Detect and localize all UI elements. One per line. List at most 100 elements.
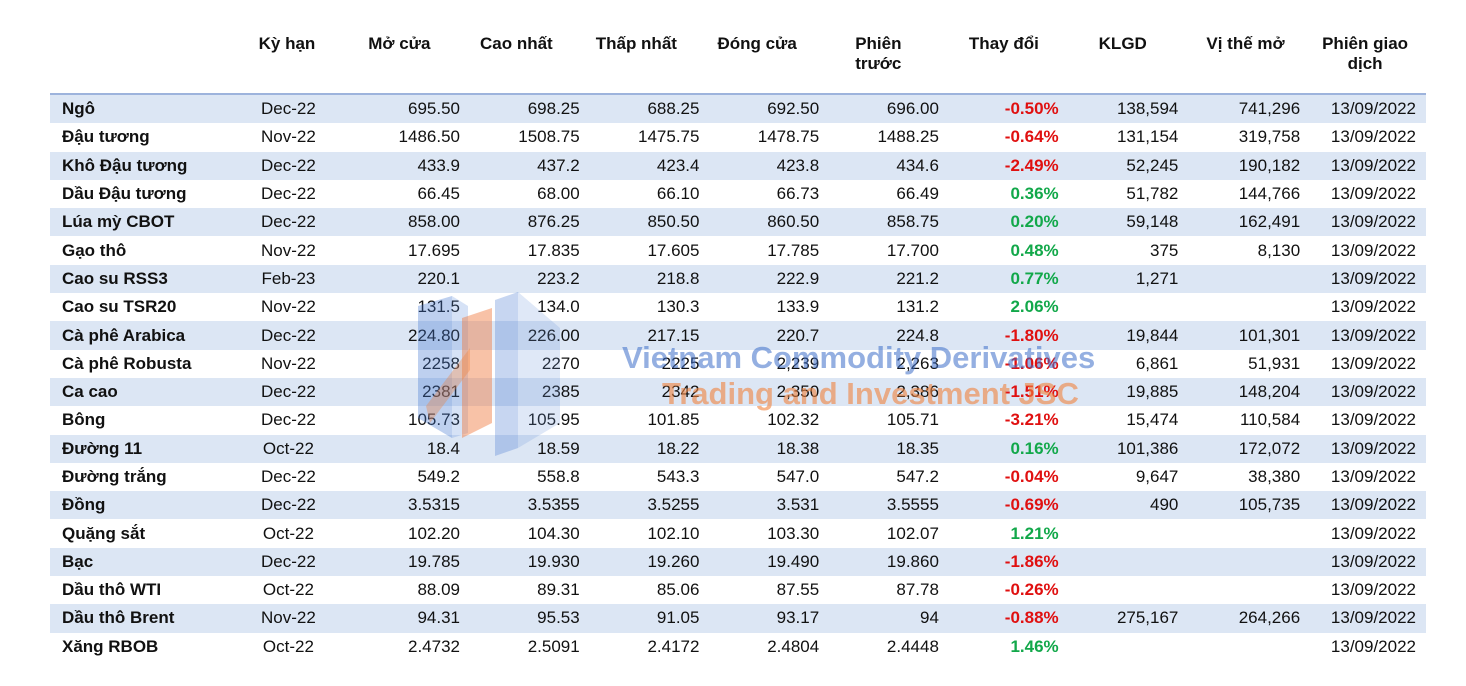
trading-volume-cell: 275,167	[1116, 608, 1179, 628]
previous-session-price-cell: 66.49	[896, 184, 939, 204]
change-percent-cell: 1.46%	[1010, 636, 1059, 656]
change-percent-cell: 0.48%	[1010, 240, 1059, 260]
table-row: Đậu tương Nov-22 1486.50 1508.75 1475.75 1478…	[50, 123, 1426, 151]
contract-term-cell: Nov-22	[261, 297, 316, 317]
change-percent-cell: -0.04%	[1004, 467, 1059, 486]
low-price-cell: 3.5255	[647, 495, 700, 515]
trading-volume-cell: 1,271	[1135, 268, 1179, 288]
open-price-cell: 66.45	[417, 184, 460, 204]
trading-volume-cell	[1063, 293, 1183, 321]
previous-session-price-cell: 105.71	[886, 410, 939, 430]
close-price-cell: 103.30	[767, 523, 820, 543]
contract-term-cell: Nov-22	[261, 353, 316, 373]
contract-term-cell: Dec-22	[261, 212, 316, 232]
change-percent-cell: 0.20%	[1010, 212, 1059, 232]
change-percent-cell: 2.06%	[1010, 297, 1059, 317]
commodity-name-cell: Dầu Đậu tương	[62, 184, 187, 204]
high-price-cell: 2.5091	[527, 636, 580, 656]
commodity-name-cell: Xăng RBOB	[62, 636, 159, 656]
table-row: Khô Đậu tương Dec-22 433.9 437.2 423.4 423.8 4…	[50, 151, 1426, 180]
trading-volume-cell: 15,474	[1126, 410, 1179, 430]
contract-term-cell: Dec-22	[261, 382, 316, 402]
previous-session-price-cell: 547.2	[896, 467, 939, 486]
high-price-cell: 134.0	[537, 297, 580, 317]
close-price-cell: 2,350	[776, 382, 820, 402]
change-percent-cell: 1.21%	[1010, 523, 1059, 543]
low-price-cell: 66.10	[656, 184, 700, 204]
open-price-cell: 19.785	[407, 551, 460, 571]
table-row: Dầu thô Brent Nov-22 94.31 95.53 91.05 93.17 9…	[50, 604, 1426, 633]
high-price-cell: 19.930	[527, 551, 580, 571]
commodity-name-cell: Lúa mỳ CBOT	[62, 212, 175, 232]
table-body: Ngô Dec-22 695.50 698.25 688.25 692.50 696.00 -…	[50, 94, 1426, 661]
high-price-cell: 68.00	[537, 184, 580, 204]
contract-term-cell: Nov-22	[261, 240, 316, 260]
open-price-cell: 1486.50	[398, 127, 460, 147]
change-percent-cell: -3.21%	[1004, 410, 1059, 430]
contract-term-cell: Oct-22	[262, 523, 314, 543]
high-price-cell: 876.25	[527, 212, 580, 232]
high-price-cell: 2270	[541, 353, 580, 373]
open-interest-cell	[1182, 633, 1304, 661]
low-price-cell: 2225	[661, 353, 700, 373]
previous-session-price-cell: 2,263	[896, 353, 939, 373]
open-price-cell: 131.5	[417, 297, 460, 317]
session-date-cell: 13/09/2022	[1330, 325, 1416, 345]
high-price-cell: 437.2	[537, 155, 580, 175]
low-price-cell: 101.85	[647, 410, 700, 430]
contract-term-cell: Dec-22	[261, 99, 316, 119]
low-price-cell: 218.8	[656, 268, 700, 288]
trading-volume-cell: 6,861	[1135, 353, 1179, 373]
open-interest-cell: 190,182	[1238, 155, 1301, 175]
close-price-cell: 860.50	[767, 212, 820, 232]
open-interest-cell: 148,204	[1238, 382, 1301, 402]
previous-session-price-cell: 1488.25	[877, 127, 939, 147]
commodity-name-cell: Quặng sắt	[62, 523, 146, 543]
low-price-cell: 130.3	[656, 297, 700, 317]
header-low: Thấp nhất	[595, 34, 677, 53]
change-percent-cell: 0.16%	[1010, 438, 1059, 458]
header-name	[50, 28, 233, 94]
open-price-cell: 2258	[422, 353, 460, 373]
low-price-cell: 217.15	[647, 325, 700, 345]
session-date-cell: 13/09/2022	[1330, 127, 1416, 147]
change-percent-cell: -0.88%	[1004, 608, 1059, 628]
low-price-cell: 1475.75	[638, 127, 700, 147]
previous-session-price-cell: 87.78	[896, 580, 939, 600]
previous-session-price-cell: 434.6	[896, 155, 939, 175]
session-date-cell: 13/09/2022	[1330, 523, 1416, 543]
change-percent-cell: -2.49%	[1004, 155, 1059, 175]
table-row: Gạo thô Nov-22 17.695 17.835 17.605 17.785 17.…	[50, 236, 1426, 264]
header-open-interest: Vị thế mở	[1206, 34, 1285, 53]
session-date-cell: 13/09/2022	[1330, 495, 1416, 515]
header-close: Đóng cửa	[717, 34, 797, 53]
previous-session-price-cell: 19.860	[886, 551, 939, 571]
session-date-cell: 13/09/2022	[1330, 240, 1416, 260]
low-price-cell: 850.50	[647, 212, 700, 232]
low-price-cell: 688.25	[647, 99, 700, 119]
previous-session-price-cell: 2,386	[896, 382, 939, 402]
trading-volume-cell	[1063, 548, 1183, 576]
session-date-cell: 13/09/2022	[1330, 268, 1416, 288]
low-price-cell: 91.05	[656, 608, 700, 628]
close-price-cell: 220.7	[776, 325, 820, 345]
change-percent-cell: 0.77%	[1010, 268, 1059, 288]
close-price-cell: 3.531	[776, 495, 820, 515]
table-row: Cà phê Arabica Dec-22 224.80 226.00 217.15 22…	[50, 321, 1426, 350]
open-interest-cell: 264,266	[1238, 608, 1301, 628]
open-price-cell: 858.00	[407, 212, 460, 232]
previous-session-price-cell: 221.2	[896, 268, 939, 288]
high-price-cell: 105.95	[527, 410, 580, 430]
table-row: Đồng Dec-22 3.5315 3.5355 3.5255 3.531 3.5555 -…	[50, 491, 1426, 520]
header-open: Mở cửa	[368, 34, 431, 53]
trading-volume-cell: 19,844	[1126, 325, 1179, 345]
open-price-cell: 433.9	[417, 155, 460, 175]
close-price-cell: 2.4804	[767, 636, 820, 656]
high-price-cell: 17.835	[527, 240, 580, 260]
change-percent-cell: -1.06%	[1004, 353, 1059, 373]
close-price-cell: 18.38	[776, 438, 820, 458]
open-interest-cell	[1182, 548, 1304, 576]
close-price-cell: 547.0	[776, 467, 820, 486]
low-price-cell: 18.22	[656, 438, 700, 458]
close-price-cell: 102.32	[767, 410, 820, 430]
